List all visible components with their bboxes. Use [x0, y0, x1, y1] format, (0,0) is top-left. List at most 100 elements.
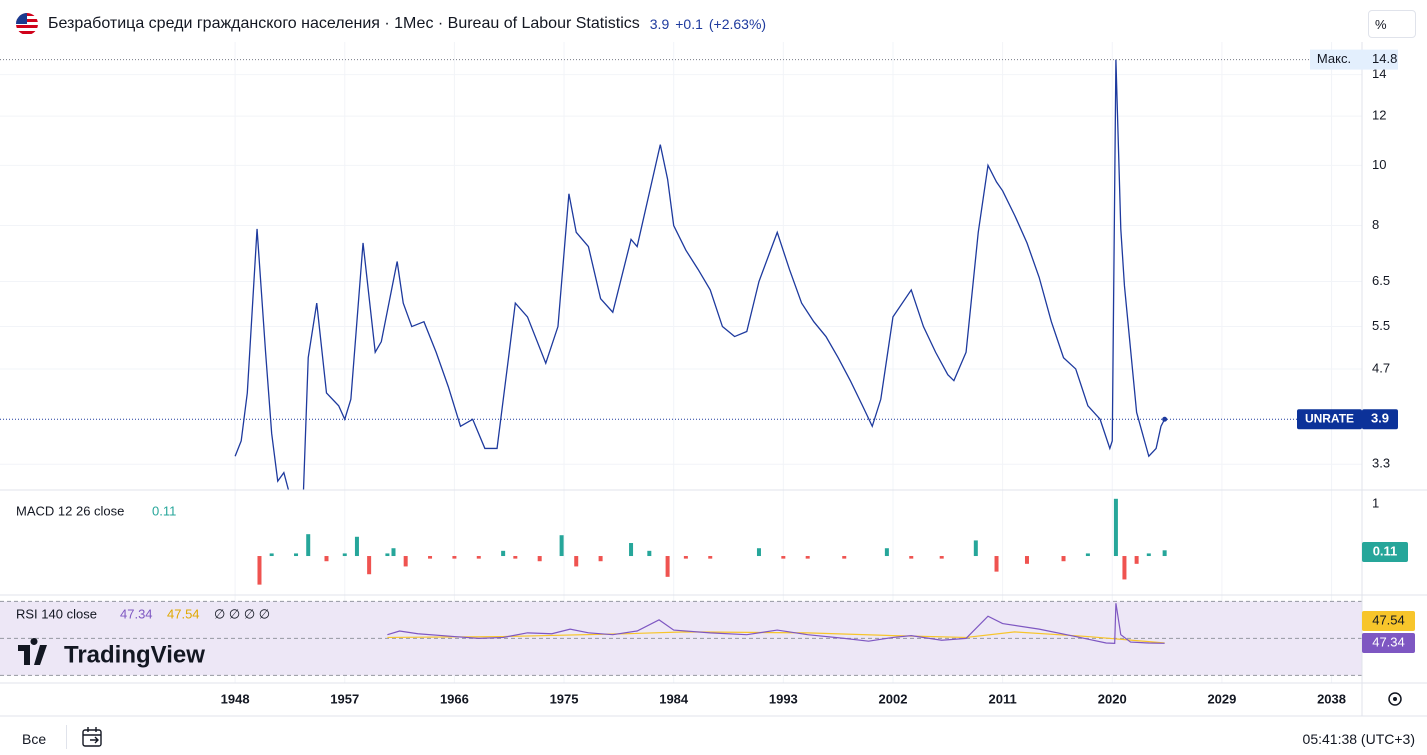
macd-bar [306, 534, 311, 557]
x-tick-label: 1993 [769, 691, 798, 706]
y-tick-label: 3.3 [1372, 456, 1390, 471]
settings-icon[interactable] [1388, 692, 1402, 706]
macd-bar [973, 540, 978, 557]
macd-bar [476, 556, 481, 559]
macd-bar [884, 548, 889, 557]
indicator-value: 47.34 [120, 606, 153, 621]
macd-bar [1061, 556, 1066, 562]
y-tick-label: 8 [1372, 217, 1379, 232]
macd-bar [647, 550, 652, 557]
macd-bar [324, 556, 329, 562]
rsi-value-box [1362, 611, 1415, 631]
macd-bar [1162, 550, 1167, 557]
y-tick-label: 5.5 [1372, 318, 1390, 333]
logo-mark [18, 638, 47, 665]
macd-bar [367, 556, 372, 575]
last-value-label: 3.9 [1371, 411, 1389, 426]
macd-bar [842, 556, 847, 559]
macd-bar [1134, 556, 1139, 564]
y-tick-label: 6.5 [1372, 273, 1390, 288]
macd-bar [559, 535, 564, 557]
macd-bar [756, 548, 761, 557]
macd-bar [513, 556, 518, 559]
macd-bar [428, 556, 433, 559]
series-name: UNRATE [1305, 411, 1354, 425]
price-line [234, 59, 1166, 490]
macd-value-box [1362, 542, 1408, 562]
macd-bar [781, 556, 786, 559]
x-tick-label: 2038 [1317, 691, 1346, 706]
macd-bar [537, 556, 542, 562]
max-box [1310, 49, 1398, 70]
macd-bar [665, 556, 670, 577]
last-point [1162, 416, 1168, 422]
macd-bar [1113, 498, 1118, 557]
rsi-value-box [1362, 633, 1415, 653]
flag-icon [16, 13, 38, 35]
header: Безработица среди гражданского населения… [16, 12, 766, 36]
macd-bar [598, 556, 603, 562]
x-tick-label: 1957 [330, 691, 359, 706]
y-tick-label: 14 [1372, 66, 1386, 81]
x-tick-label: 1966 [440, 691, 469, 706]
chart-area: 1948 1957 1966 1975 1984 1993 2002 2011 2020 2029… [0, 42, 1427, 717]
macd-bar [257, 556, 262, 585]
macd-bar [939, 556, 944, 559]
logo-text: TradingView [64, 641, 205, 668]
last-value-box [1362, 409, 1398, 430]
macd-bar [683, 556, 688, 559]
macd-bar [1146, 553, 1151, 557]
rsi-value-label: 47.34 [1372, 634, 1405, 649]
max-value: 14.8 [1372, 51, 1397, 66]
separator [66, 725, 67, 749]
bottom-toolbar: Все 05:41:38 (UTC+3) [0, 717, 1427, 755]
x-tick-label: 2020 [1098, 691, 1127, 706]
macd-bar [385, 553, 390, 557]
indicator-value: 47.54 [167, 606, 200, 621]
symbol-title: Безработица среди гражданского населения… [48, 15, 640, 32]
last-value: 3.9 [649, 16, 670, 32]
macd-bar [269, 553, 274, 557]
x-tick-label: 2011 [989, 691, 1017, 706]
indicator-title: RSI 140 close [16, 606, 97, 621]
macd-bar [391, 548, 396, 557]
goto-date-icon[interactable] [80, 726, 106, 750]
y-tick-label: 12 [1372, 108, 1386, 123]
macd-bar [708, 556, 713, 559]
x-tick-label: 1975 [550, 691, 579, 706]
x-tick-label: 2029 [1207, 691, 1236, 706]
macd-bar [994, 556, 999, 572]
macd-bar [629, 543, 634, 557]
change: +0.1 [675, 16, 703, 32]
macd-value-label: 0.11 [1373, 543, 1398, 558]
x-tick-label: 1948 [221, 691, 250, 706]
macd-bar [501, 550, 506, 557]
macd-bar [403, 556, 408, 567]
macd-bar [909, 556, 914, 559]
clock: 05:41:38 (UTC+3) [1302, 731, 1415, 747]
rsi-signal-line [387, 631, 1165, 644]
settings-icon-center [1393, 697, 1397, 701]
percent-scale-button[interactable]: % [1368, 10, 1416, 38]
rsi-line [387, 603, 1165, 645]
x-tick-label: 2002 [879, 691, 908, 706]
change-percent: (+2.63%) [708, 16, 767, 32]
indicator-title: MACD 12 26 close [16, 503, 124, 518]
series-name-box [1297, 409, 1362, 430]
macd-bar [342, 553, 347, 557]
macd-bar [452, 556, 457, 559]
x-tick-label: 1984 [659, 691, 689, 706]
indicator-placeholders: ∅ ∅ ∅ ∅ [214, 606, 270, 621]
y-tick-label: 1 [1372, 495, 1379, 510]
macd-bar [294, 553, 299, 557]
rsi-value-label: 47.54 [1372, 612, 1405, 627]
macd-bar [1024, 556, 1029, 564]
y-tick-label: 10 [1372, 157, 1386, 172]
y-tick-label: 4.7 [1372, 360, 1390, 375]
tradingview-logo: TradingView [18, 638, 205, 668]
macd-bar [805, 556, 810, 559]
range-all-button[interactable]: Все [22, 731, 47, 747]
macd-bar [574, 556, 579, 567]
max-label: Макс. [1317, 51, 1351, 66]
